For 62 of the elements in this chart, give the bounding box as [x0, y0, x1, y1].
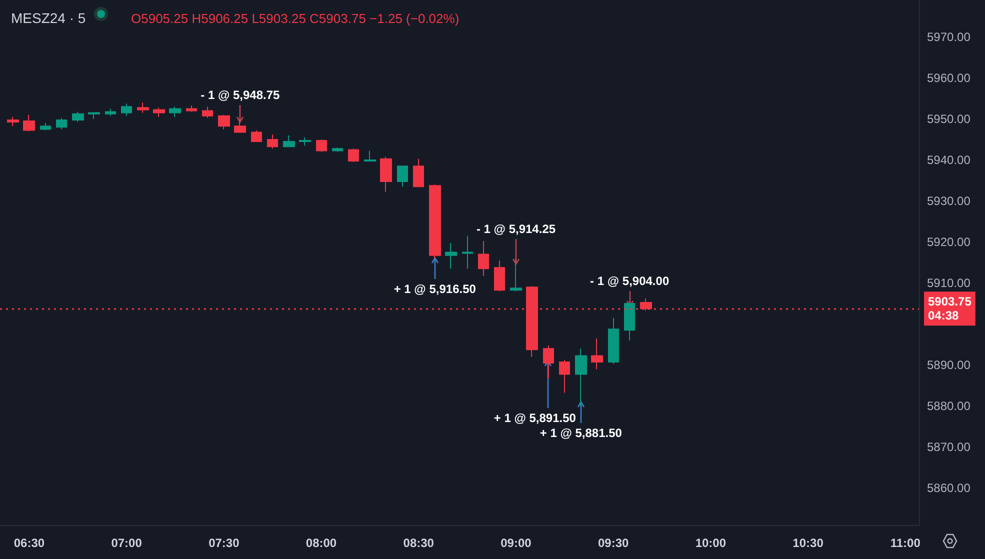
candlestick — [202, 106, 213, 118]
candlestick — [608, 317, 619, 365]
x-tick-label: 11:00 — [890, 536, 921, 550]
candlestick — [445, 242, 457, 270]
text: MESZ24 · 5 — [11, 10, 86, 26]
annotation: - 1 @ 5,904.00 — [590, 274, 670, 288]
x-tick-label: 07:00 — [111, 536, 142, 550]
candlestick — [137, 102, 149, 114]
candlestick — [186, 105, 197, 112]
candlestick — [413, 158, 424, 188]
candlestick — [559, 359, 570, 394]
annotation: - 1 @ 5,914.25 — [476, 222, 556, 236]
candlestick — [478, 240, 489, 276]
y-tick-label: 5910.00 — [927, 276, 971, 290]
candlestick — [283, 134, 295, 148]
x-tick-label: 10:30 — [792, 536, 824, 550]
y-tick-label: 5970.00 — [927, 30, 971, 44]
y-tick-label: 5960.00 — [927, 70, 971, 85]
candlestick — [494, 260, 505, 292]
x-tick-label: 09:00 — [500, 536, 532, 550]
candlestick — [153, 107, 165, 118]
candlestick — [105, 108, 116, 116]
ref-line-label: 5903.75 04:38 — [928, 294, 972, 323]
candlestick — [23, 114, 35, 132]
x-tick-label: 09:30 — [598, 536, 629, 550]
x-tick-label: 08:30 — [403, 536, 434, 550]
candlestick — [348, 148, 359, 163]
candlestick — [7, 116, 19, 127]
x-tick-label: 06:30 — [14, 536, 45, 550]
y-tick-label: 5940.00 — [927, 152, 971, 167]
x-tick-label: 07:30 — [208, 536, 240, 550]
candlestick — [591, 338, 603, 370]
candlestick — [364, 150, 376, 162]
candlestick — [299, 136, 311, 146]
annotation: + 1 @ 5,881.50 — [540, 426, 622, 440]
candlestick — [72, 111, 84, 123]
candlestick — [251, 130, 262, 142]
x-tick-label: 10:00 — [695, 536, 726, 550]
text: O5905.25 H5906.25 L5903.25 C5903.75 −1.25 (−0.02%) — [131, 11, 460, 26]
candlestick — [218, 114, 230, 130]
y-tick-label: 5920.00 — [927, 234, 971, 249]
y-tick-label: 5860.00 — [927, 481, 971, 496]
y-tick-label: 5880.00 — [927, 399, 971, 414]
candlestick — [316, 138, 327, 152]
x-tick-label: 08:00 — [306, 536, 337, 550]
y-tick-label: 5930.00 — [927, 194, 971, 208]
annotation: + 1 @ 5,916.50 — [394, 282, 476, 296]
annotation: - 1 @ 5,948.75 — [200, 88, 280, 102]
candlestick — [169, 106, 181, 118]
y-tick-label: 5950.00 — [927, 112, 971, 126]
candlestick — [88, 112, 100, 120]
annotation: + 1 @ 5,891.50 — [494, 411, 576, 426]
candlestick — [121, 103, 132, 116]
candlestick — [267, 134, 278, 150]
y-tick-label: 5890.00 — [927, 358, 971, 372]
candlestick — [462, 235, 473, 270]
candlestick — [56, 117, 67, 130]
candlestick — [40, 122, 51, 131]
candlestick — [380, 156, 392, 192]
candlestick — [332, 147, 343, 152]
candlestick — [397, 166, 408, 188]
y-tick-label: 5870.00 — [927, 440, 971, 454]
